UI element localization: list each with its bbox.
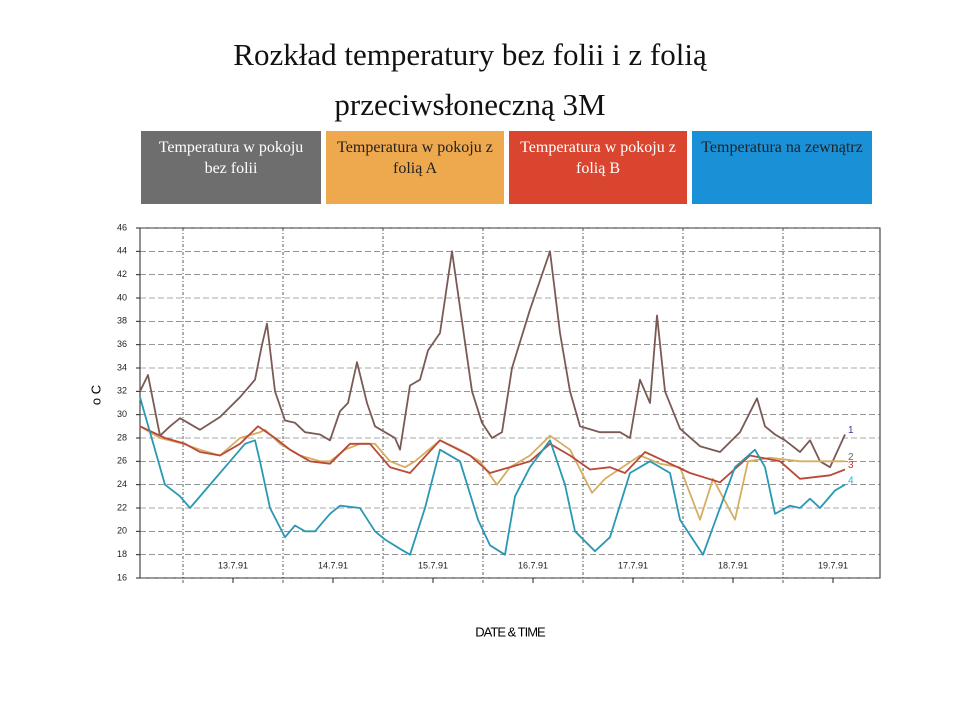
y-tick-label: 18	[117, 549, 127, 559]
y-tick-label: 26	[117, 456, 127, 466]
legend-entry: Temperatura w pokoju bez folii	[141, 131, 321, 204]
series-line	[139, 425, 846, 484]
legend-entry: Temperatura w pokoju z folią B	[509, 131, 687, 204]
x-tick-label: 17.7.91	[618, 560, 648, 570]
y-tick-label: 44	[117, 246, 127, 256]
series-end-label: 3	[848, 460, 854, 471]
legend-entry: Temperatura w pokoju z folią A	[326, 131, 504, 204]
x-tick-label: 18.7.91	[718, 560, 748, 570]
y-tick-label: 24	[117, 479, 127, 489]
y-axis-label: o C	[88, 385, 103, 405]
series-end-label: 4	[848, 475, 854, 486]
x-tick-label: 19.7.91	[818, 560, 848, 570]
y-tick-label: 36	[117, 339, 127, 349]
legend-entry: Temperatura na zewnątrz	[692, 131, 872, 204]
y-tick-label: 42	[117, 269, 127, 279]
y-tick-label: 32	[117, 386, 127, 396]
y-tick-label: 40	[117, 292, 127, 302]
y-tick-label: 46	[117, 222, 127, 232]
y-tick-label: 20	[117, 526, 127, 536]
series-end-label: 2	[848, 452, 854, 463]
y-tick-label: 28	[117, 432, 127, 442]
y-tick-label: 22	[117, 502, 127, 512]
series-end-label: 1	[848, 425, 854, 436]
y-tick-label: 16	[117, 572, 127, 582]
y-tick-label: 34	[117, 362, 127, 372]
series-line	[139, 396, 846, 556]
x-tick-label: 13.7.91	[218, 560, 248, 570]
x-tick-label: 14.7.91	[318, 560, 348, 570]
y-tick-label: 30	[117, 409, 127, 419]
y-tick-label: 38	[117, 316, 127, 326]
x-tick-label: 16.7.91	[518, 560, 548, 570]
x-axis-label: DATE & TIME	[475, 624, 546, 639]
chart-title: Rozkład temperatury bez folii i z folią …	[233, 37, 707, 122]
x-tick-label: 15.7.91	[418, 560, 448, 570]
series-line	[139, 250, 846, 469]
